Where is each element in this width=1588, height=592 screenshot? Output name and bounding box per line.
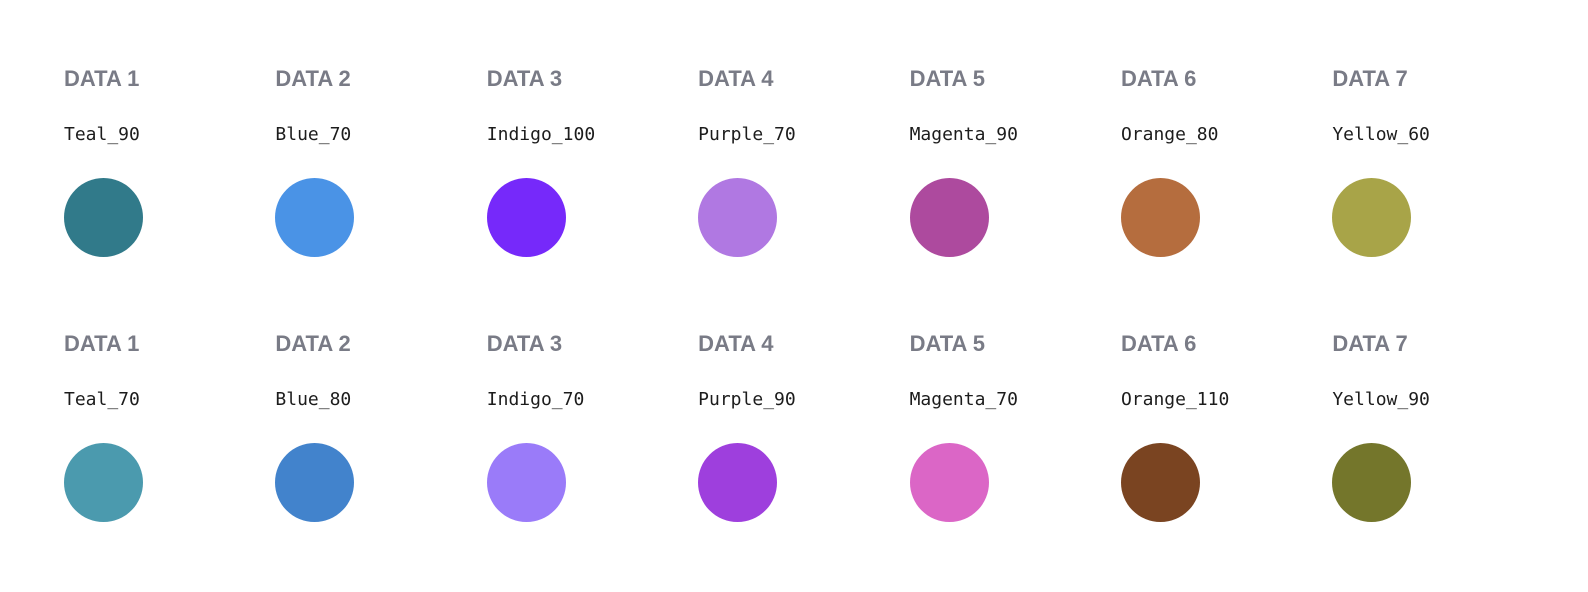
swatch-token: Orange_80 — [1120, 124, 1219, 145]
swatch-data-7: DATA 7 Yellow_60 — [1332, 64, 1543, 264]
swatch-data-6: DATA 6 Orange_80 — [1120, 64, 1332, 264]
swatch-label: DATA 2 — [275, 66, 351, 91]
swatch-label: DATA 7 — [1332, 331, 1408, 356]
swatch-data-7: DATA 7 Yellow_90 — [1332, 329, 1543, 529]
swatch-data-2: DATA 2 Blue_80 — [275, 329, 486, 529]
swatch-label: DATA 2 — [275, 331, 351, 356]
swatch-data-1: DATA 1 Teal_70 — [64, 329, 275, 529]
swatch-data-2: DATA 2 Blue_70 — [275, 64, 486, 264]
color-dot — [275, 443, 355, 522]
swatch-data-4: DATA 4 Purple_90 — [698, 329, 909, 529]
swatch-token: Blue_70 — [275, 124, 352, 145]
swatch-data-5: DATA 5 Magenta_90 — [909, 64, 1121, 264]
swatch-token: Yellow_60 — [1332, 124, 1430, 145]
swatch-token: Teal_90 — [64, 124, 140, 145]
swatch-token: Magenta_70 — [909, 389, 1018, 410]
swatch-data-6: DATA 6 Orange_110 — [1120, 329, 1332, 529]
color-dot — [1120, 443, 1200, 522]
swatch-label: DATA 6 — [1120, 66, 1197, 91]
color-dot — [64, 443, 143, 522]
color-dot — [1332, 443, 1412, 522]
swatch-label: DATA 6 — [1120, 331, 1197, 356]
color-dot — [486, 178, 566, 257]
swatch-token: Teal_70 — [64, 389, 140, 410]
color-dot — [698, 443, 778, 522]
swatch-data-4: DATA 4 Purple_70 — [698, 64, 909, 264]
swatch-token: Indigo_100 — [486, 124, 596, 145]
swatch-label: DATA 7 — [1332, 66, 1408, 91]
swatch-label: DATA 3 — [486, 66, 563, 91]
swatch-data-3: DATA 3 Indigo_70 — [486, 329, 698, 529]
color-dot — [909, 178, 989, 257]
swatch-token: Purple_90 — [698, 389, 796, 410]
swatch-data-1: DATA 1 Teal_90 — [64, 64, 275, 264]
palette-row-1: DATA 1 Teal_90 DATA 2 Blue_70 DATA 3 Ind… — [64, 64, 1544, 264]
swatch-label: DATA 5 — [909, 331, 985, 356]
swatch-label: DATA 4 — [698, 66, 774, 91]
color-dot — [64, 178, 143, 257]
swatch-token: Purple_70 — [698, 124, 796, 145]
swatch-data-3: DATA 3 Indigo_100 — [486, 64, 698, 264]
swatch-token: Yellow_90 — [1332, 389, 1430, 410]
color-dot — [1332, 178, 1412, 257]
color-dot — [909, 443, 989, 522]
swatch-token: Indigo_70 — [486, 389, 585, 410]
swatch-label: DATA 5 — [909, 66, 985, 91]
color-dot — [486, 443, 566, 522]
swatch-label: DATA 1 — [64, 66, 140, 91]
color-dot — [1120, 178, 1200, 257]
swatch-label: DATA 1 — [64, 331, 140, 356]
swatch-token: Magenta_90 — [909, 124, 1018, 145]
swatch-token: Orange_110 — [1120, 389, 1230, 410]
color-dot — [698, 178, 778, 257]
swatch-label: DATA 4 — [698, 331, 774, 356]
palette-row-2: DATA 1 Teal_70 DATA 2 Blue_80 DATA 3 Ind… — [64, 329, 1544, 529]
swatch-data-5: DATA 5 Magenta_70 — [909, 329, 1121, 529]
color-dot — [275, 178, 355, 257]
swatch-label: DATA 3 — [486, 331, 563, 356]
swatch-token: Blue_80 — [275, 389, 352, 410]
